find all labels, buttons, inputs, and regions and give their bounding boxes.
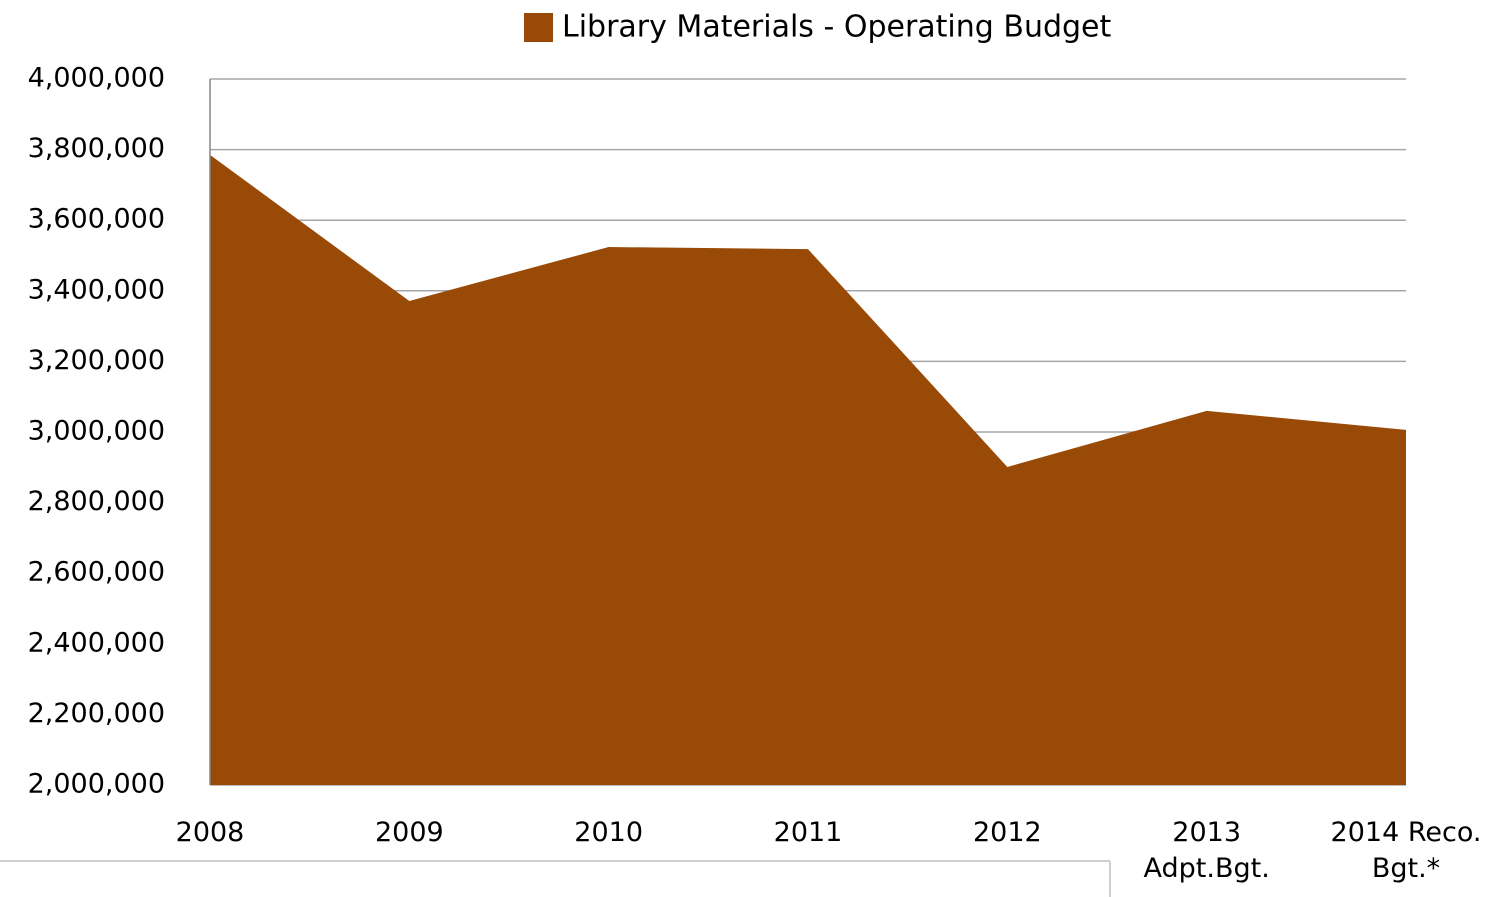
y-tick-label: 2,800,000 bbox=[28, 486, 165, 517]
legend-label: Library Materials - Operating Budget bbox=[562, 10, 1111, 45]
x-tick-label: 2012 bbox=[972, 817, 1042, 848]
x-tick-label: 2014 Reco. Bgt.* bbox=[1330, 817, 1482, 884]
x-tick-label: 2009 bbox=[374, 817, 444, 848]
x-tick-label: 2010 bbox=[574, 817, 644, 848]
y-tick-label: 3,800,000 bbox=[28, 133, 165, 164]
y-tick-label: 3,400,000 bbox=[28, 274, 165, 305]
area bbox=[210, 154, 1406, 785]
legend-swatch bbox=[524, 13, 553, 42]
y-tick-label: 2,600,000 bbox=[28, 557, 165, 588]
y-tick-label: 3,600,000 bbox=[28, 204, 165, 235]
x-tick-label: 2008 bbox=[175, 817, 245, 848]
y-tick-label: 4,000,000 bbox=[28, 63, 165, 94]
x-tick-label: 2013 Adpt.Bgt. bbox=[1143, 817, 1270, 884]
y-tick-label: 2,000,000 bbox=[28, 769, 165, 800]
y-tick-label: 2,200,000 bbox=[28, 698, 165, 729]
y-tick-label: 3,000,000 bbox=[28, 416, 165, 447]
x-tick-label: 2011 bbox=[773, 817, 843, 848]
y-tick-label: 2,400,000 bbox=[28, 627, 165, 658]
y-tick-label: 3,200,000 bbox=[28, 345, 165, 376]
